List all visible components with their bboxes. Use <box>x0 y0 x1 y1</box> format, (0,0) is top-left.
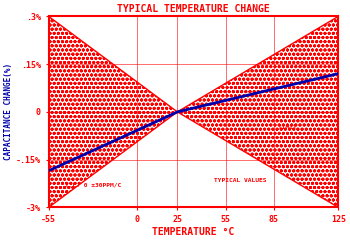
Text: LIMIT: LIMIT <box>279 125 298 130</box>
Text: T.C. 0 ±30PPM/C: T.C. 0 ±30PPM/C <box>65 183 121 188</box>
X-axis label: TEMPERATURE °C: TEMPERATURE °C <box>152 227 234 237</box>
Text: TYPICAL VALUES: TYPICAL VALUES <box>215 178 267 183</box>
Y-axis label: CAPACITANCE CHANGE(%): CAPACITANCE CHANGE(%) <box>4 63 13 161</box>
Title: TYPICAL TEMPERATURE CHANGE: TYPICAL TEMPERATURE CHANGE <box>117 4 270 14</box>
